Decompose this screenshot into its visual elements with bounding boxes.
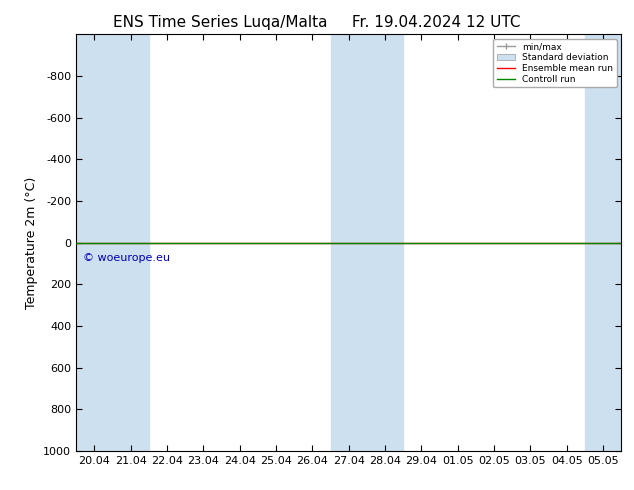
- Bar: [76, 34, 149, 451]
- Bar: [330, 34, 403, 451]
- Text: ENS Time Series Luqa/Malta     Fr. 19.04.2024 12 UTC: ENS Time Series Luqa/Malta Fr. 19.04.202…: [113, 15, 521, 30]
- Legend: min/max, Standard deviation, Ensemble mean run, Controll run: min/max, Standard deviation, Ensemble me…: [493, 39, 617, 87]
- Bar: [585, 34, 621, 451]
- Y-axis label: Temperature 2m (°C): Temperature 2m (°C): [25, 176, 37, 309]
- Text: © woeurope.eu: © woeurope.eu: [83, 253, 171, 263]
